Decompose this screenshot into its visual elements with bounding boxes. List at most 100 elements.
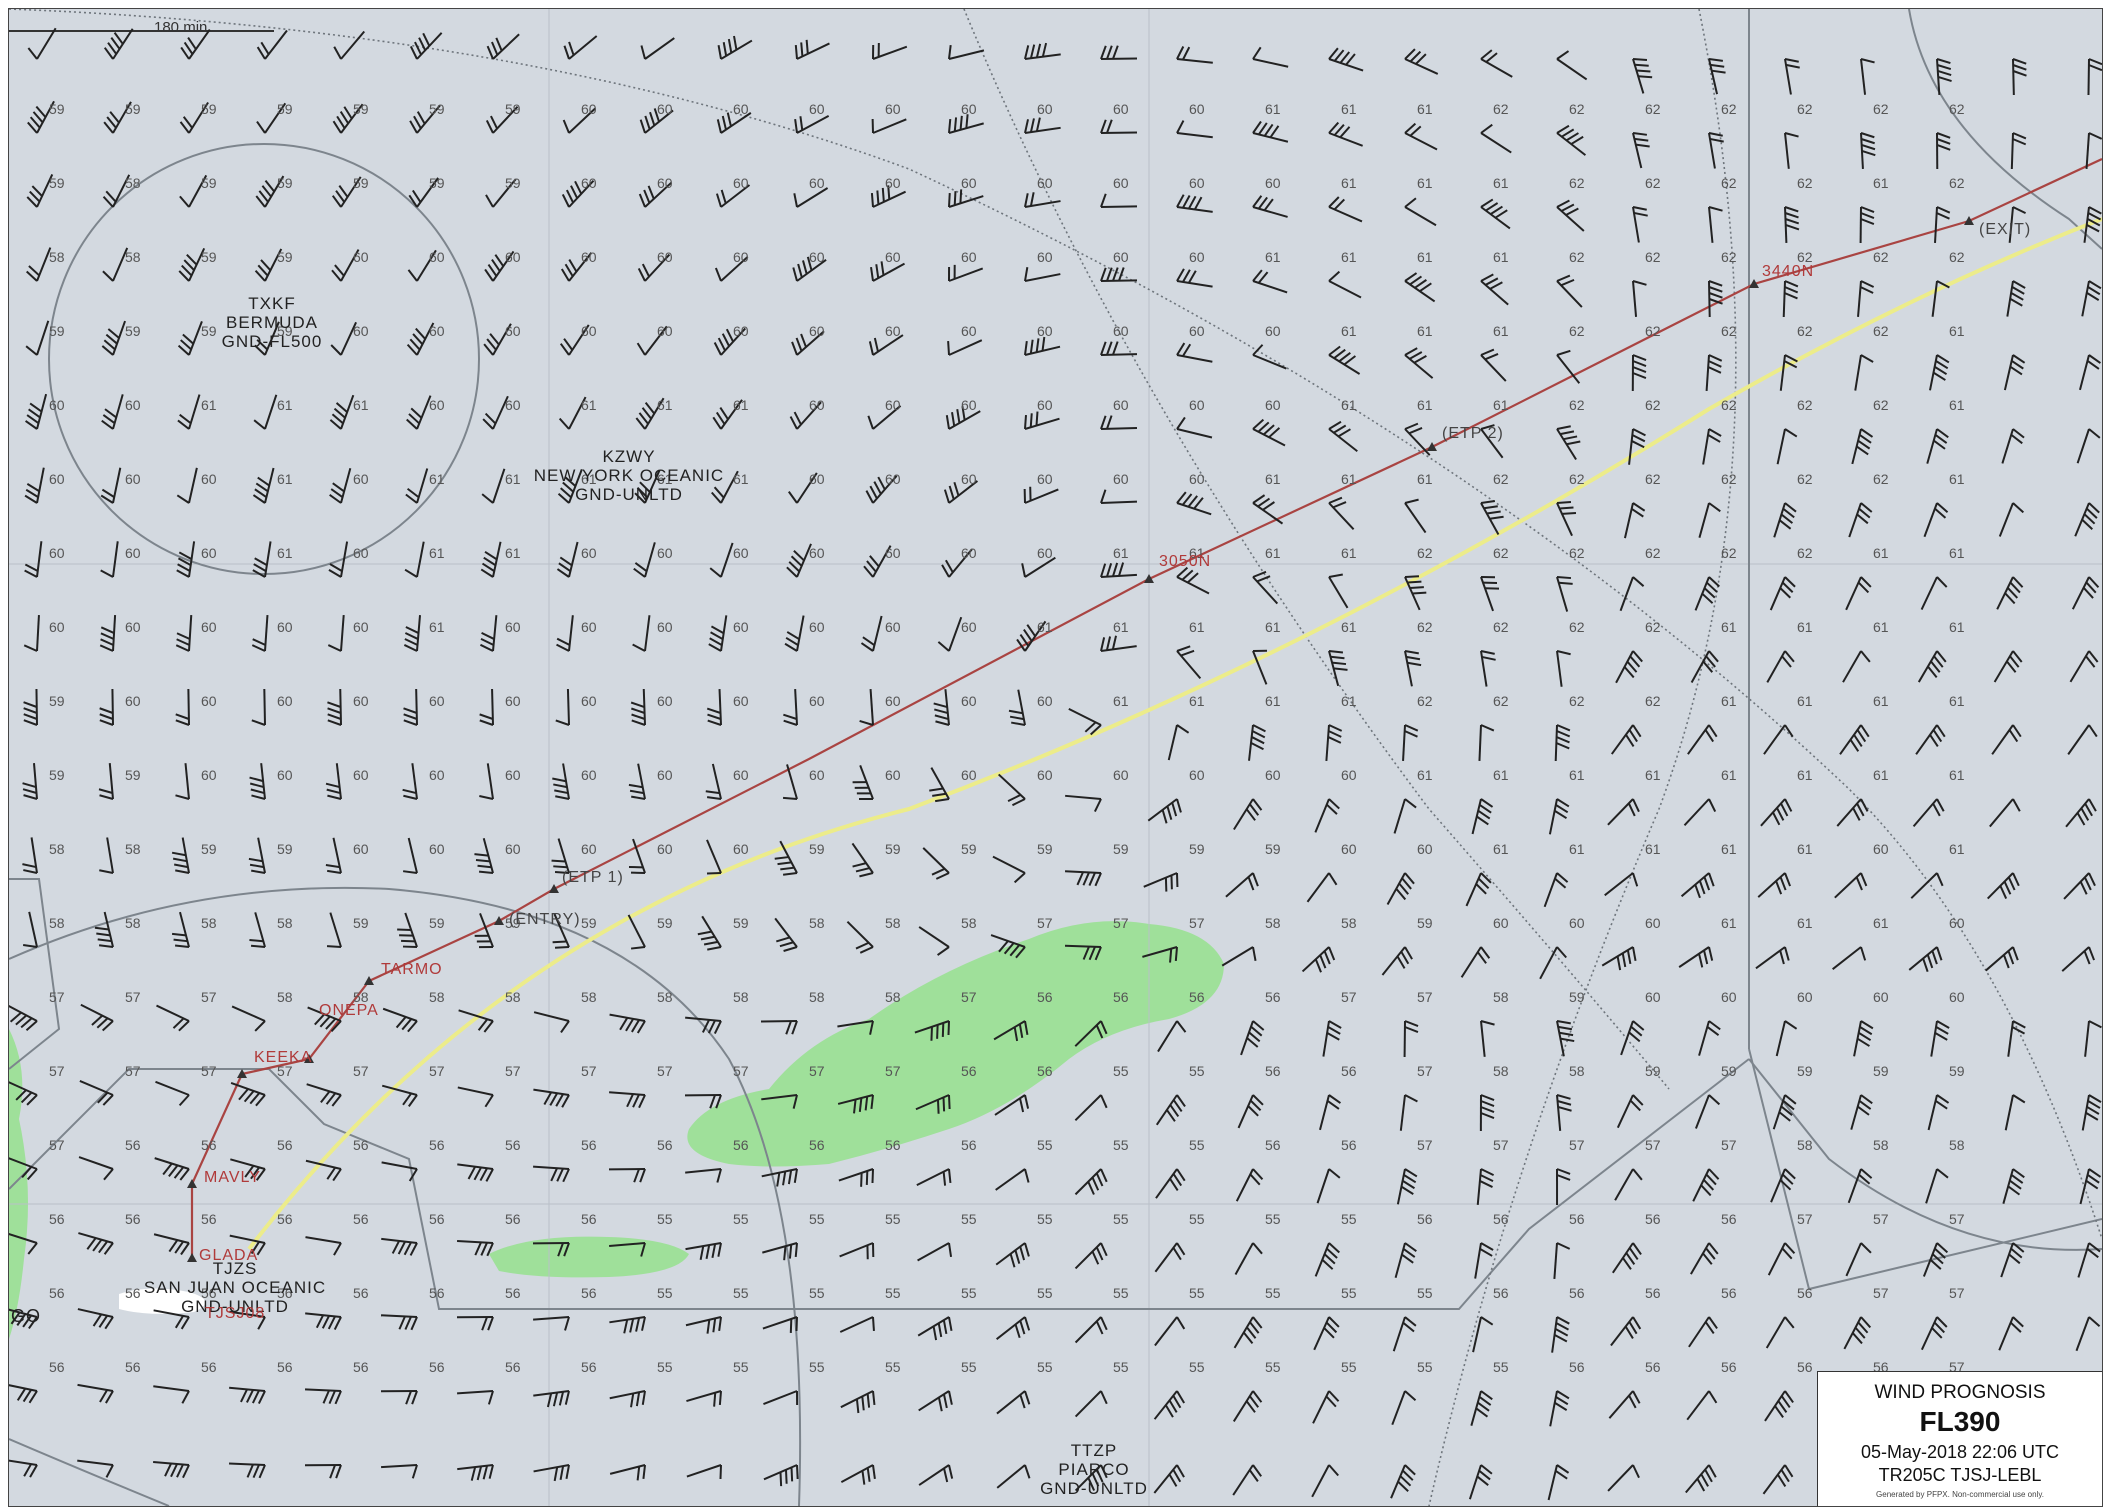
temperature-value: 59 [505, 101, 521, 117]
temperature-value: 61 [1721, 619, 1737, 635]
wind-barb [1633, 207, 1648, 243]
temperature-value: 60 [809, 323, 825, 339]
wind-barb [1557, 1095, 1572, 1131]
temperature-value: 58 [1797, 1137, 1813, 1153]
wind-barb [101, 541, 118, 577]
temperature-value: 61 [733, 471, 749, 487]
wind-barb [1481, 501, 1504, 534]
temperature-value: 60 [1265, 767, 1281, 783]
temperature-value: 62 [1645, 693, 1661, 709]
wind-barb [1009, 690, 1025, 725]
temperature-value: 61 [733, 397, 749, 413]
temperature-value: 61 [657, 397, 673, 413]
wind-barb [1846, 1243, 1871, 1276]
temperature-value: 56 [353, 1137, 369, 1153]
temperature-value: 57 [125, 989, 141, 1005]
wind-barb [1158, 1021, 1186, 1052]
wind-barb [1481, 274, 1508, 304]
temperature-value: 57 [353, 1063, 369, 1079]
wind-barb [1076, 1391, 1107, 1417]
temperature-value: 59 [429, 101, 445, 117]
temperature-value: 62 [1569, 175, 1585, 191]
legend-datetime: 05-May-2018 22:06 UTC [1818, 1442, 2102, 1463]
wind-barb [2001, 1243, 2024, 1277]
temperature-value: 61 [1493, 397, 1509, 413]
wind-barb [764, 1465, 798, 1486]
temperature-value: 60 [733, 323, 749, 339]
wind-barb [1249, 725, 1265, 761]
wind-barb [787, 544, 811, 577]
wind-barb [1608, 1465, 1639, 1491]
wind-barb [2084, 207, 2101, 243]
temperature-value: 56 [201, 1137, 217, 1153]
wind-barb [1785, 59, 1800, 95]
wind-barb [1101, 416, 1137, 429]
waypoint-etp2: (ETP 2) [1442, 425, 1504, 443]
wind-barb [1329, 272, 1361, 298]
wind-barb [1025, 43, 1061, 59]
temperature-value: 60 [429, 841, 445, 857]
temperature-value: 57 [1949, 1211, 1965, 1227]
wind-barb [254, 395, 276, 429]
temperature-value: 62 [1873, 471, 1889, 487]
wind-barb [24, 689, 37, 725]
temperature-value: 56 [429, 1359, 445, 1375]
temperature-value: 62 [1493, 101, 1509, 117]
temperature-value: 60 [733, 841, 749, 857]
temperature-value: 61 [1113, 545, 1129, 561]
wind-barb [686, 1243, 721, 1260]
wind-barb [1767, 1317, 1794, 1348]
wind-barb [1763, 1465, 1792, 1494]
temperature-value: 60 [581, 323, 597, 339]
temperature-value: 60 [581, 619, 597, 635]
wind-barb [1709, 207, 1723, 243]
temperature-value: 60 [1189, 471, 1205, 487]
temperature-value: 61 [1037, 619, 1053, 635]
wind-barb [1621, 577, 1644, 611]
wind-barb [557, 542, 577, 577]
wind-barb [706, 764, 721, 799]
wind-barb [1988, 873, 2019, 899]
temperature-value: 61 [1645, 841, 1661, 857]
wind-barb [847, 922, 873, 953]
wind-barb [249, 912, 265, 947]
wind-barb [79, 1157, 113, 1180]
temperature-value: 60 [733, 545, 749, 561]
temperature-value: 56 [657, 1137, 673, 1153]
wind-barb [1999, 1317, 2023, 1350]
wind-barb [1226, 873, 1258, 897]
wind-barb [381, 1391, 417, 1404]
temperature-value: 55 [1189, 1137, 1205, 1153]
temperature-value: 60 [505, 619, 521, 635]
wind-barb [1241, 1021, 1264, 1055]
temperature-value: 55 [1265, 1285, 1281, 1301]
temperature-value: 62 [1645, 101, 1661, 117]
wind-barb [2003, 1169, 2024, 1204]
wind-barb [1986, 947, 2018, 971]
temperature-value: 60 [581, 841, 597, 857]
temperature-value: 61 [1949, 397, 1965, 413]
wind-barb [1253, 196, 1288, 217]
temperature-value: 60 [201, 693, 217, 709]
temperature-value: 56 [1037, 989, 1053, 1005]
temperature-value: 61 [505, 471, 521, 487]
waypoint-tarmo: TARMO [381, 961, 443, 979]
temperature-value: 57 [429, 1063, 445, 1079]
wind-barb [1065, 871, 1101, 886]
temperature-value: 60 [961, 545, 977, 561]
wind-barb [1315, 799, 1339, 832]
region-code: KZWY [529, 447, 729, 466]
temperature-value: 60 [505, 397, 521, 413]
temperature-value: 62 [1645, 397, 1661, 413]
region-code: TTZP [1009, 1441, 1179, 1460]
wind-barb [1025, 337, 1060, 355]
temperature-value: 55 [1189, 1285, 1205, 1301]
temperature-value: 55 [1113, 1211, 1129, 1227]
temperature-value: 60 [733, 249, 749, 265]
temperature-value: 60 [809, 397, 825, 413]
temperature-value: 60 [809, 619, 825, 635]
wind-barb [457, 1164, 493, 1181]
temperature-value: 62 [1949, 101, 1965, 117]
temperature-value: 60 [657, 101, 673, 117]
wind-barb [252, 615, 267, 651]
